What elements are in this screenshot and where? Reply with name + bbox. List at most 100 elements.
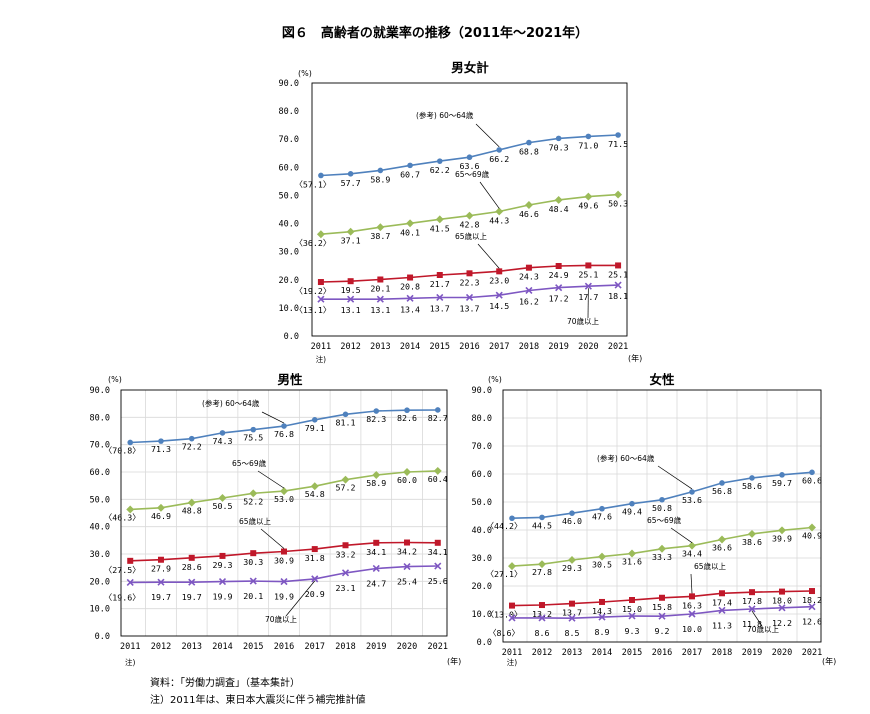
data-point	[568, 614, 576, 622]
data-label: 34.1	[428, 547, 448, 557]
y-tick-label: 30.0	[279, 248, 299, 258]
x-tick-label: 2012	[532, 648, 552, 658]
data-point	[433, 466, 442, 475]
data-label: 13.7	[460, 303, 480, 313]
data-label: 25.6	[428, 576, 448, 586]
y-tick-label: 30.0	[90, 550, 110, 560]
data-point	[718, 535, 726, 544]
series-s65plus: 〈13.0〉 13.2 13.7 14.3 15.0 15.8 16.3 17.4 17.8 18…	[486, 588, 822, 620]
data-label: 39.9	[772, 533, 792, 543]
data-label: 19.5	[341, 285, 361, 295]
data-point	[658, 612, 666, 620]
data-label: 34.4	[682, 549, 702, 559]
data-label: 20.1	[243, 591, 263, 601]
y-tick-label: 70.0	[90, 441, 110, 451]
data-label: 58.6	[742, 481, 762, 491]
chart-2: 男性 0.0 10.0 20.0 30.0 40.0 50.0 60.0 70.0 80.0 90.…	[90, 372, 462, 667]
data-label: 8.9	[595, 627, 610, 637]
data-label: 33.2	[336, 549, 356, 559]
data-label: 60.6	[802, 475, 822, 485]
y-unit-label: (%)	[298, 69, 312, 78]
data-point	[778, 526, 786, 535]
data-point	[628, 549, 636, 558]
plot-frame	[311, 82, 628, 337]
data-point	[436, 271, 443, 278]
data-point	[157, 556, 164, 563]
data-point	[719, 480, 725, 486]
data-label: 13.1	[341, 305, 361, 315]
data-point	[599, 505, 605, 512]
series-s65plus: 〈19.2〉 19.5 20.1 20.8 21.7 22.3 23.0 24.3 24.9 25…	[295, 262, 628, 296]
series-s65plus: 〈27.5〉 27.9 28.6 29.3 30.3 30.9 31.8 33.2 34.1 34…	[104, 539, 448, 575]
data-point	[407, 274, 414, 281]
series-legend-label: 65歳以上	[455, 231, 488, 241]
data-point	[219, 552, 226, 559]
data-label: 〈13.1〉	[295, 305, 332, 315]
data-label: 25.1	[608, 269, 628, 279]
legend-leader-line	[751, 610, 763, 627]
data-label: 13.2	[532, 609, 552, 619]
data-point	[778, 604, 786, 612]
data-label: 25.1	[578, 269, 598, 279]
series-legend-label: 65～69歳	[455, 169, 490, 179]
data-point	[495, 291, 503, 299]
data-label: 71.0	[578, 140, 598, 150]
data-label: 8.5	[565, 628, 580, 638]
data-point	[377, 167, 384, 174]
data-label: 9.3	[625, 626, 640, 636]
data-point	[555, 284, 563, 292]
data-point	[569, 510, 575, 516]
chart-3: 女性 0.0 10.0 20.0 30.0 40.0 50.0 60.0 70.0 80.0 90.…	[472, 372, 837, 667]
legend-leader-line	[670, 527, 693, 543]
data-label: 79.1	[305, 423, 325, 433]
x-tick-label: 2019	[742, 648, 762, 658]
data-point	[659, 594, 665, 601]
data-label: 〈8.6〉	[488, 628, 520, 638]
data-point	[539, 602, 545, 609]
data-point	[718, 606, 726, 614]
data-label: 50.5	[212, 501, 232, 511]
x-tick-label: 2013	[562, 648, 582, 658]
data-point	[187, 498, 196, 507]
data-label: 〈46.3〉	[104, 512, 141, 522]
data-point	[310, 482, 319, 491]
data-point	[249, 489, 258, 498]
y-tick-label: 30.0	[472, 554, 492, 564]
data-label: 71.3	[151, 444, 171, 454]
x-tick-label: 2021	[608, 342, 628, 352]
data-point	[317, 295, 325, 303]
legend-leader-line	[475, 123, 500, 148]
data-point	[341, 475, 350, 484]
data-label: 60.0	[397, 475, 417, 485]
x-tick-sublabel: 注)	[507, 657, 517, 667]
x-tick-label: 2017	[489, 342, 509, 352]
data-label: 13.7	[562, 608, 582, 618]
data-point	[341, 569, 350, 577]
data-label: 13.7	[430, 303, 450, 313]
data-point	[584, 192, 593, 201]
data-label: 〈19.2〉	[295, 286, 332, 296]
data-label: 27.9	[151, 564, 171, 574]
x-tick-label: 2011	[311, 342, 331, 352]
data-label: 11.8	[742, 619, 762, 629]
data-point	[280, 487, 288, 496]
data-label: 38.7	[370, 231, 390, 241]
series-s6569: 〈27.1〉 27.8 29.3 30.5 31.6 33.3 34.4 36.6 38.6 39…	[486, 523, 822, 579]
data-point	[403, 468, 411, 476]
data-point	[249, 577, 257, 585]
data-label: 14.3	[592, 606, 612, 616]
data-label: 34.1	[366, 547, 386, 557]
data-point	[615, 132, 621, 138]
data-point	[346, 227, 355, 236]
chart-1: 男女計 0.0 10.0 20.0 30.0 40.0 50.0 60.0 70.0 80.0 90…	[279, 60, 643, 364]
data-label: 30.5	[592, 560, 612, 570]
data-point	[629, 597, 635, 603]
data-label: 18.1	[608, 291, 628, 301]
y-tick-label: 60.0	[472, 470, 492, 480]
data-label: 18.0	[772, 596, 792, 606]
x-tick-label: 2014	[400, 342, 420, 352]
x-tick-label: 2015	[430, 342, 450, 352]
data-point	[554, 195, 563, 204]
data-label: 〈36.2〉	[295, 238, 332, 248]
series-legend-label: 65～69歳	[647, 515, 682, 525]
